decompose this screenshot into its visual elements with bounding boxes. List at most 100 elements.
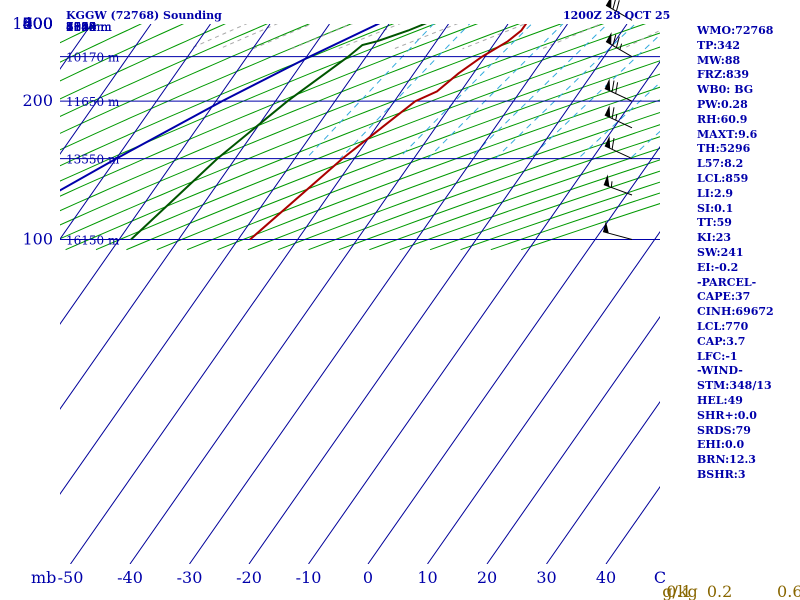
index-item: KI:23 [697,231,732,245]
dry-adiabat-line [60,24,562,226]
height-label: 7942 m [66,20,112,34]
mixing-ratio-label: 0.2 [707,582,732,600]
sounding-indices-panel: WMO:72768 TP:342 MW:88 FRZ:839 WB0: BG PW:0.2… [697,24,774,483]
index-item: WB0: BG [697,83,754,97]
height-label: 4198 m [66,20,112,34]
dry-adiabat-line [60,24,227,100]
mixing-ratio-unit-label: g/kg [662,582,698,600]
isotherm-line [129,24,509,564]
temperature-tick-label: 0 [363,568,373,587]
height-label: 10170 m [66,51,120,65]
isotherm-line [60,24,330,410]
dry-adiabat-line [60,24,269,117]
pressure-label: 400 [22,14,53,33]
height-label: 11650 m [66,95,120,109]
index-item: LCL:859 [697,171,749,185]
index-item: TP:342 [697,38,741,52]
wind-barb [604,135,633,160]
index-item: LI:2.9 [697,186,734,200]
index-item: LFC:-1 [697,349,738,363]
height-label: 1063 m [66,20,112,34]
dry-adiabat-line [95,32,660,251]
dry-adiabat-line [60,24,185,82]
dry-adiabat-line [60,24,143,63]
wind-barb-shaft [604,88,633,102]
chart-timestamp: 1200Z 28 OCT 25 [563,9,671,22]
wind-barb-pennant [606,32,612,45]
index-item: RH:60.9 [697,112,748,126]
height-label: 7050 m [66,20,112,34]
height-label: 2005 m [66,20,112,34]
mixing-ratio-label: 0.6 [777,582,800,600]
wind-barb [603,174,633,196]
pressure-label: 500 [22,14,53,33]
height-label: 6245 m [66,20,112,34]
height-label: 214 m [66,20,105,34]
pressure-label: 800 [22,14,53,33]
wind-barb-flag [611,138,615,150]
height-label: 3043 m [66,20,112,34]
wind-barb-half-flag [619,43,623,50]
background-grid [60,24,660,564]
temperature-tick-label: -50 [58,568,84,587]
wind-barb-shaft [605,41,633,58]
dry-adiabat-line [60,24,353,151]
index-item: SI:0.1 [697,201,734,215]
wind-barb-flag [611,107,615,119]
index-item: MW:88 [697,53,741,67]
height-label: 16150 m [66,234,120,248]
index-item: TH:5296 [697,142,751,156]
index-item: LCL:770 [697,319,749,333]
isotherm-line [189,24,568,564]
height-label: 8958 m [66,20,112,34]
temperature-curve [249,24,528,241]
height-label: 13550 m [66,153,120,167]
index-item: SW:241 [697,245,744,259]
isotherm-line [70,24,449,564]
height-label: 4830 m [66,20,112,34]
wind-barbs [602,0,633,240]
index-item: FRZ:839 [697,68,750,82]
temperature-tick-label: 30 [536,568,556,587]
wind-barb [605,32,633,58]
index-item: CAPE:37 [697,290,751,304]
dry-adiabat-line [60,24,311,134]
dewpoint-curve [130,24,427,241]
dry-adiabat-line [60,24,604,240]
dry-adiabat-line [60,24,395,167]
pressure-unit-label: mb [31,568,56,587]
pressure-label: 900 [22,14,53,33]
dry-adiabat-line [60,24,478,197]
pressure-label: 100 [22,230,53,249]
index-item: SRDS:79 [697,423,751,437]
temperature-tick-label: -30 [177,568,203,587]
wind-barb-pennant [604,78,611,91]
mixing-ratio-label: 0.1 [666,582,691,600]
temperature-tick-label: 40 [596,568,616,587]
sounding-series [60,24,528,241]
wind-barb-pennant [604,135,611,149]
index-item: CINH:69672 [697,305,774,319]
index-item: BRN:12.3 [697,453,756,467]
index-item: WMO:72768 [697,24,774,37]
pressure-label: 300 [22,14,53,33]
wind-barb [602,221,633,240]
isotherm-line [60,24,211,240]
index-item: CAP:3.7 [697,334,746,348]
height-label: 2509 m [66,20,112,34]
wind-barb-flag [615,36,620,48]
wind-barb-pennant [603,174,610,187]
height-label: 3604 m [66,20,112,34]
isotherm-line [60,24,390,495]
wind-barb-flag [612,34,617,46]
temperature-tick-label: 20 [477,568,497,587]
index-item: MAXT:9.6 [697,127,758,141]
temperature-tick-label: -10 [296,568,322,587]
isotherm-line [308,60,660,564]
temperature-tick-label: -40 [117,568,143,587]
height-label: 1524 m [66,20,112,34]
wind-barb [604,78,633,102]
index-item: SHR+:0.0 [697,408,757,422]
